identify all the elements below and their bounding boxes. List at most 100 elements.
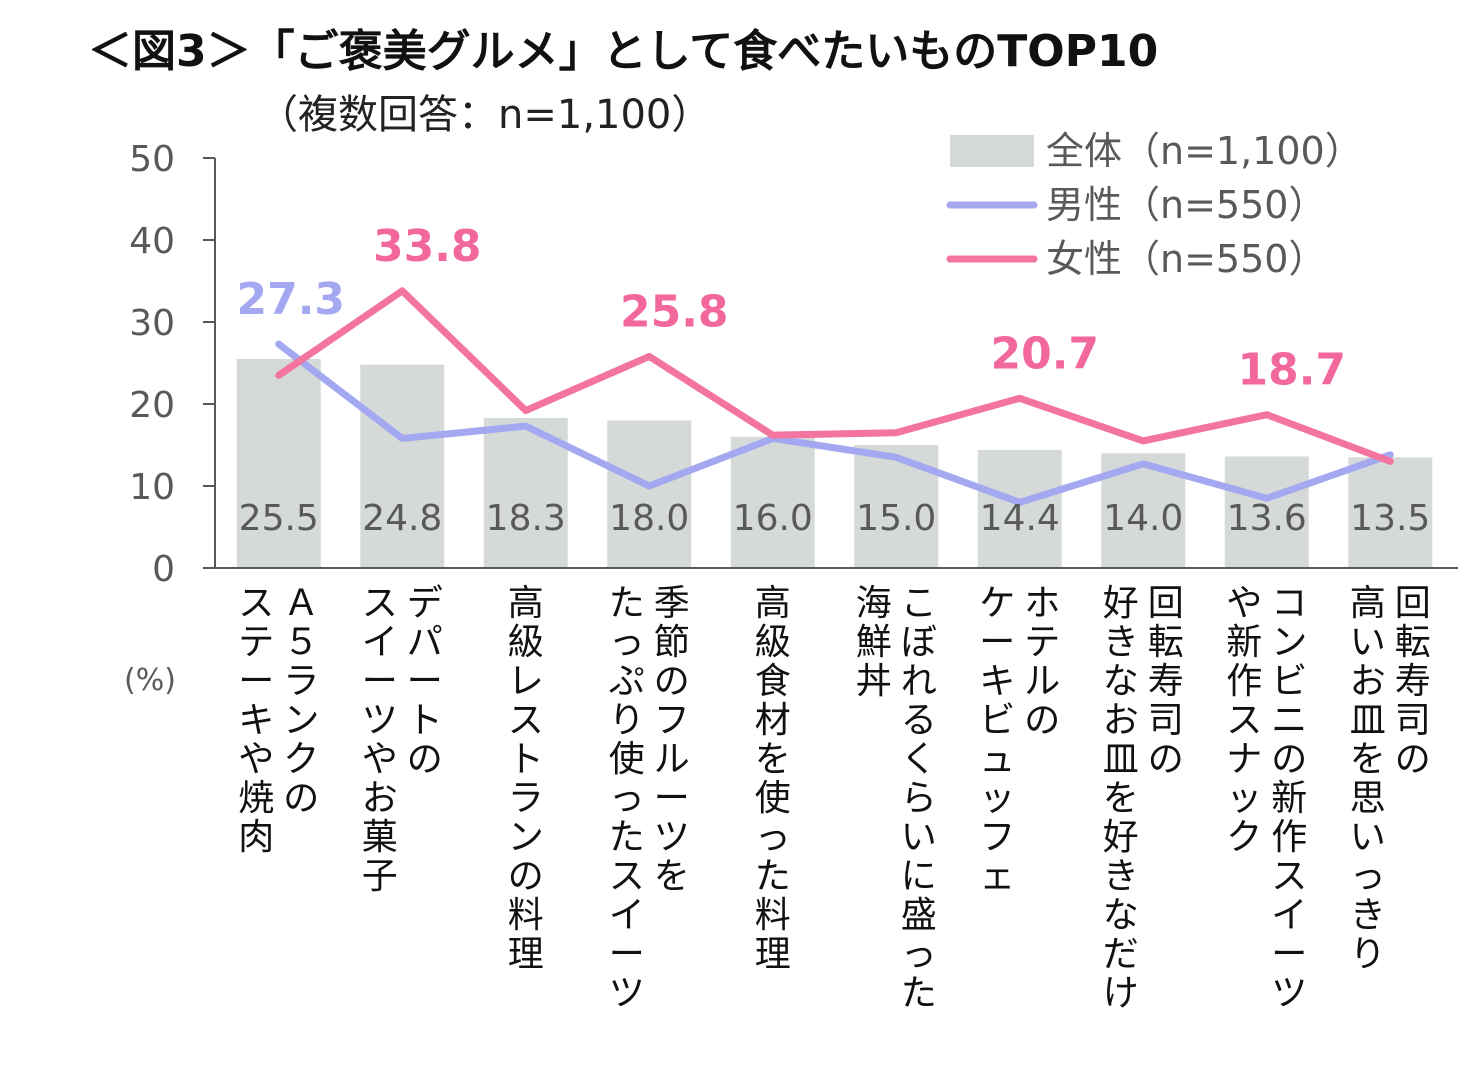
male-line	[275, 340, 1394, 506]
category-char: 回	[1148, 583, 1184, 624]
bar-value-label-6: 15.0	[856, 498, 936, 539]
female-line-point-2	[399, 287, 406, 294]
male-line-point-3	[522, 423, 529, 430]
bar-value-label-7: 14.4	[980, 498, 1060, 539]
category-char: ツ	[654, 817, 690, 858]
category-char: ぼ	[901, 622, 937, 663]
bar-value-label-10: 13.5	[1350, 498, 1430, 539]
category-char: 級	[508, 622, 544, 663]
category-char: き	[1103, 622, 1139, 663]
category-char: ス	[508, 700, 544, 741]
category-char: 寿	[1148, 661, 1184, 702]
male-highlight-label-1: 27.3	[236, 274, 345, 325]
category-char: 好	[1103, 817, 1139, 858]
category-char: た	[609, 817, 645, 858]
axes: 0 10 20 30 40 50	[129, 139, 1458, 590]
category-char: レ	[508, 661, 544, 702]
category-char: 菓	[362, 817, 398, 858]
category-char: の	[654, 661, 690, 702]
female-line-point-7	[1016, 395, 1023, 402]
category-char: ツ	[609, 973, 645, 1014]
category-char: ー	[654, 778, 690, 819]
category-char: ５	[283, 622, 319, 663]
category-char: デ	[407, 583, 443, 624]
category-char: 作	[1271, 817, 1307, 858]
category-char: ホ	[1024, 583, 1060, 624]
bar-9	[1224, 456, 1309, 568]
legend-swatch-total	[950, 135, 1034, 167]
category-char: 転	[1148, 622, 1184, 663]
category-char: ン	[1271, 622, 1307, 663]
y-tick-label-50: 50	[129, 139, 175, 180]
bar-value-label-4: 18.0	[609, 498, 689, 539]
category-char: ー	[238, 661, 274, 702]
category-char: ナ	[1226, 739, 1262, 780]
line-series	[275, 287, 1394, 506]
category-char: お	[1103, 700, 1139, 741]
category-char: 皿	[1350, 700, 1386, 741]
legend: 全体（n=1,100） 男性（n=550） 女性（n=550）	[946, 129, 1363, 281]
category-char: ビ	[979, 700, 1015, 741]
category-char: 司	[1148, 700, 1184, 741]
female-highlight-label-9: 18.7	[1237, 345, 1346, 396]
category-char: の	[1395, 739, 1431, 780]
category-char: い	[1350, 622, 1386, 663]
category-char: パ	[407, 622, 443, 663]
category-char: ト	[407, 700, 443, 741]
category-char: コ	[1271, 583, 1307, 624]
category-char: 丼	[856, 661, 892, 702]
category-char: く	[901, 739, 937, 780]
category-char: 季	[654, 583, 690, 624]
category-char: 鮮	[856, 622, 892, 663]
category-char: 高	[508, 583, 544, 624]
category-char: ツ	[362, 700, 398, 741]
category-char: 子	[362, 856, 398, 897]
category-char: き	[1350, 895, 1386, 936]
category-char: た	[609, 583, 645, 624]
category-char: こ	[901, 583, 937, 624]
category-char: っ	[755, 817, 791, 858]
category-char: っ	[1350, 856, 1386, 897]
category-char: 作	[1226, 661, 1262, 702]
category-char: イ	[609, 895, 645, 936]
category-char: り	[1350, 934, 1386, 975]
category-char: ン	[283, 700, 319, 741]
category-char: れ	[901, 661, 937, 702]
category-char: ュ	[979, 739, 1015, 780]
bar-4	[607, 420, 692, 568]
category-char: ク	[283, 739, 319, 780]
category-char: な	[1103, 661, 1139, 702]
category-char: っ	[609, 778, 645, 819]
female-line-point-1	[275, 372, 282, 379]
bar-7	[977, 449, 1062, 568]
bar-value-label-8: 14.0	[1103, 498, 1183, 539]
category-char: 転	[1395, 622, 1431, 663]
bar-value-label-5: 16.0	[733, 498, 813, 539]
category-char: ス	[1271, 856, 1307, 897]
category-char: キ	[979, 661, 1015, 702]
category-char: に	[901, 856, 937, 897]
male-line-point-9	[1263, 495, 1270, 502]
female-line-point-3	[522, 407, 529, 414]
male-line-point-2	[399, 435, 406, 442]
category-char: な	[1103, 895, 1139, 936]
category-char: り	[609, 700, 645, 741]
category-char: 高	[1350, 583, 1386, 624]
category-char: お	[362, 778, 398, 819]
category-char: 司	[1395, 700, 1431, 741]
category-char: ビ	[1271, 661, 1307, 702]
category-char: の	[1271, 739, 1307, 780]
category-char: ト	[508, 739, 544, 780]
legend-label-1: 全体（n=1,100）	[1046, 129, 1363, 173]
category-char: を	[755, 739, 791, 780]
legend-label-2: 男性（n=550）	[1046, 183, 1326, 227]
category-char: ク	[1226, 817, 1262, 858]
male-line-point-6	[893, 454, 900, 461]
y-tick-label-30: 30	[129, 303, 175, 344]
